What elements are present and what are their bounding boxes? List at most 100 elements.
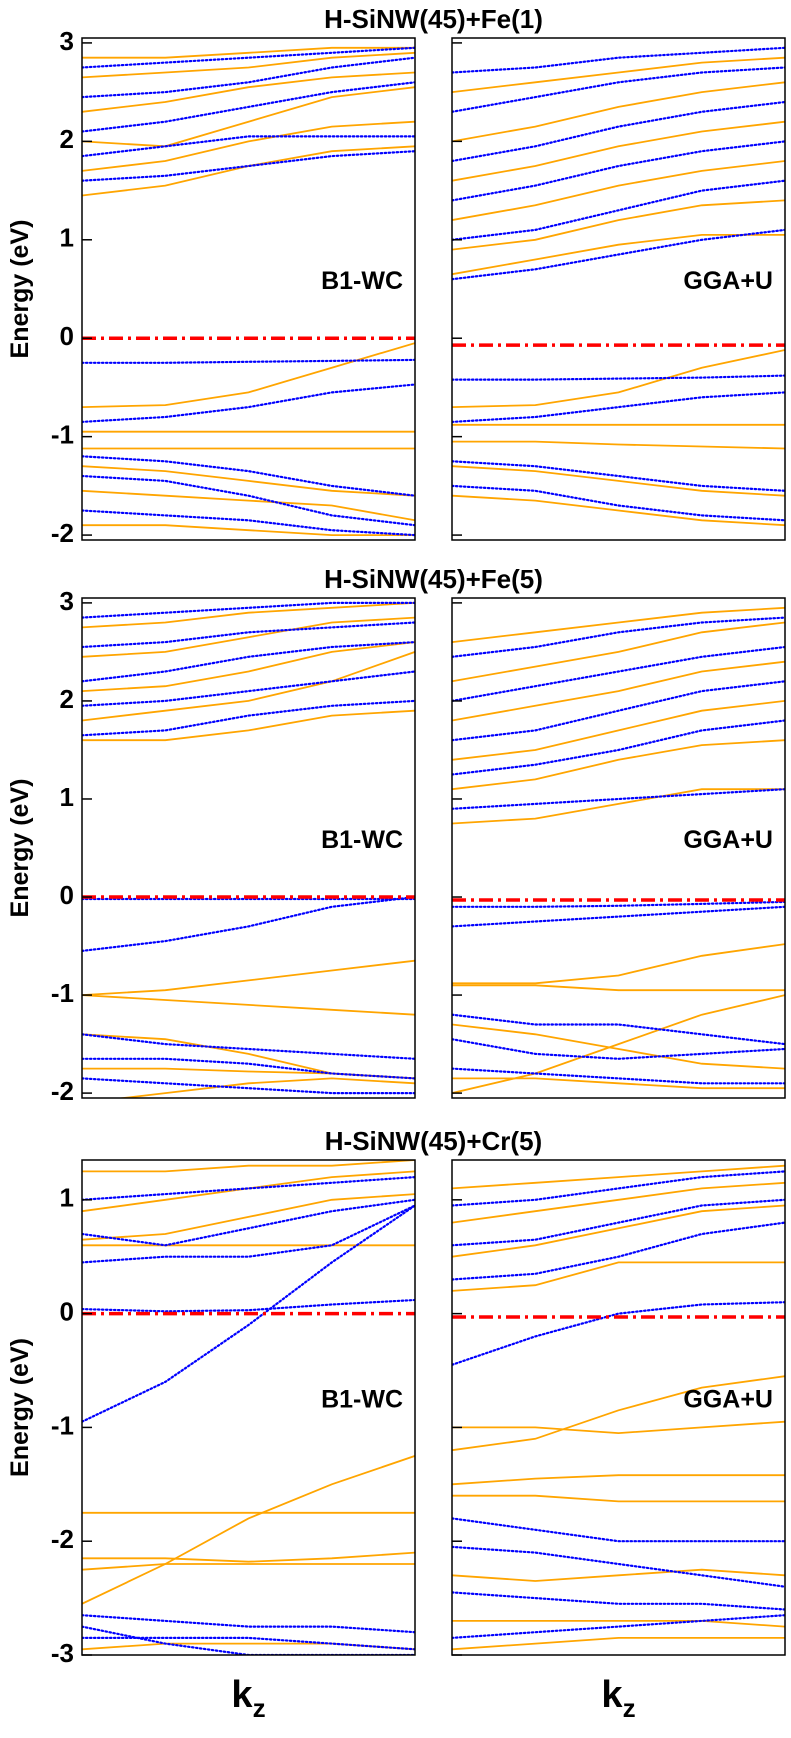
band: [82, 1160, 415, 1173]
y-tick-label: 0: [60, 1296, 74, 1326]
frame: [451, 37, 786, 541]
band: [82, 509, 415, 537]
band: [452, 905, 785, 928]
x-axis-label: kz: [231, 1674, 265, 1723]
band: [82, 474, 415, 527]
band: [452, 719, 785, 776]
annotation: B1-WC: [321, 826, 403, 854]
band: [452, 1614, 785, 1639]
band: [82, 1551, 415, 1563]
y-tick-label: -1: [51, 978, 74, 1008]
y-tick-label: 1: [60, 1183, 74, 1213]
annotation: B1-WC: [321, 267, 403, 295]
x-axis-label-sub: z: [623, 1693, 636, 1723]
band: [452, 788, 785, 810]
band: [452, 440, 785, 450]
panel: [452, 46, 785, 527]
annotation: B1-WC: [321, 1386, 403, 1414]
band: [82, 71, 415, 113]
band: [82, 46, 415, 69]
panel: [82, 46, 415, 537]
panel: [82, 601, 415, 1098]
band: [452, 1023, 785, 1070]
y-tick-label: -2: [51, 1076, 74, 1106]
band: [452, 1474, 785, 1486]
band: [452, 1568, 785, 1582]
x-axis-label: kz: [601, 1674, 635, 1723]
band: [452, 100, 785, 163]
frame: [81, 1159, 416, 1656]
panel: [452, 1164, 785, 1651]
band: [452, 465, 785, 497]
band: [82, 616, 415, 658]
y-axis-label: Energy (eV): [6, 1338, 34, 1477]
band: [82, 51, 415, 79]
y-tick-label: 1: [60, 223, 74, 253]
band: [82, 383, 415, 423]
band: [452, 56, 785, 93]
x-axis-label-sub: z: [253, 1693, 266, 1723]
band: [452, 81, 785, 143]
band: [452, 900, 785, 908]
band: [82, 81, 415, 133]
band: [452, 660, 785, 722]
row-title: H-SiNW(45)+Cr(5): [325, 1126, 542, 1156]
band: [82, 86, 415, 148]
band: [82, 1077, 415, 1095]
band: [82, 465, 415, 497]
row-title: H-SiNW(45)+Fe(1): [324, 4, 543, 34]
band: [452, 1620, 785, 1628]
band: [82, 959, 415, 996]
y-tick-label: 2: [60, 684, 74, 714]
band: [452, 1517, 785, 1543]
band: [82, 1033, 415, 1060]
band: [452, 1164, 785, 1190]
band: [452, 1494, 785, 1503]
band: [452, 484, 785, 522]
band: [82, 1067, 415, 1080]
frame: [451, 597, 786, 1099]
annotation: GGA+U: [683, 1386, 773, 1414]
band: [452, 349, 785, 408]
band: [452, 1170, 785, 1207]
band: [452, 1301, 785, 1366]
band: [452, 374, 785, 381]
band: [82, 150, 415, 182]
band: [82, 1170, 415, 1213]
band: [452, 1420, 785, 1435]
band: [452, 1198, 785, 1247]
band: [452, 994, 785, 1094]
band: [82, 699, 415, 737]
y-tick-label: 1: [60, 782, 74, 812]
band: [82, 601, 415, 619]
band: [82, 1455, 415, 1605]
band: [452, 120, 785, 182]
annotation: GGA+U: [683, 267, 773, 295]
band: [452, 700, 785, 761]
band: [452, 984, 785, 992]
band: [452, 391, 785, 423]
band: [82, 895, 415, 952]
band: [82, 641, 415, 683]
band: [82, 1563, 415, 1571]
panel: [452, 606, 785, 1094]
band: [82, 358, 415, 364]
band: [82, 56, 415, 99]
band: [82, 602, 415, 629]
y-tick-label: 0: [60, 321, 74, 351]
band: [82, 489, 415, 522]
band: [452, 616, 785, 658]
band: [82, 1198, 415, 1247]
band: [82, 641, 415, 692]
y-axis-label: Energy (eV): [6, 779, 34, 918]
y-tick-label: -1: [51, 1410, 74, 1440]
band: [82, 1614, 415, 1634]
band: [82, 455, 415, 497]
frame: [451, 1159, 786, 1656]
y-tick-label: -2: [51, 1524, 74, 1554]
annotation: GGA+U: [683, 826, 773, 854]
band: [115, 1077, 415, 1098]
panel: [82, 1160, 415, 1655]
band: [82, 621, 415, 649]
